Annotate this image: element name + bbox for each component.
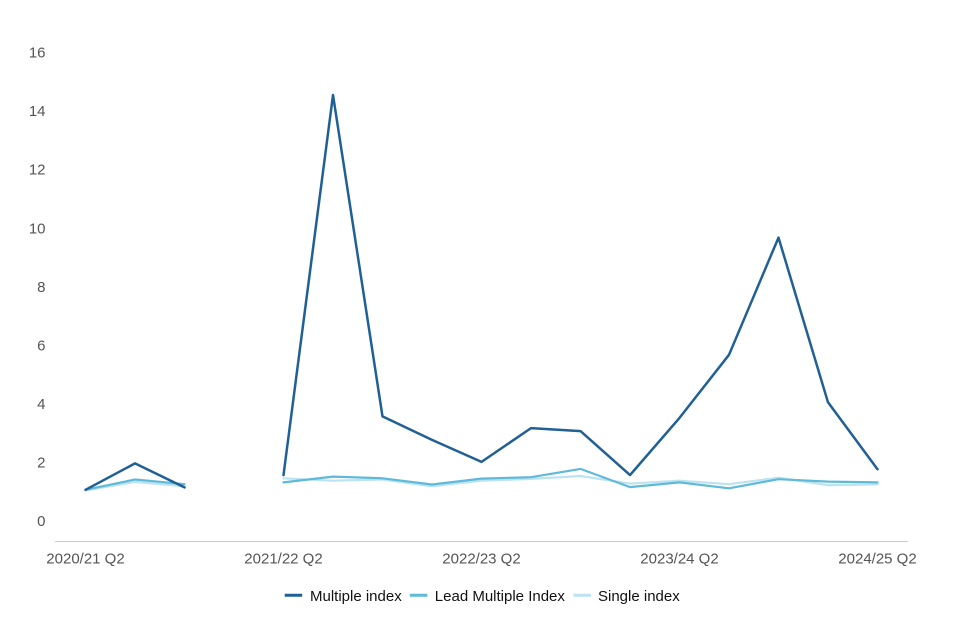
svg-text:Lead Multiple Index: Lead Multiple Index <box>435 588 566 605</box>
svg-text:2: 2 <box>37 455 45 472</box>
svg-text:8: 8 <box>37 279 45 296</box>
svg-text:2022/23 Q2: 2022/23 Q2 <box>442 551 520 568</box>
svg-text:2023/24 Q2: 2023/24 Q2 <box>640 551 718 568</box>
svg-text:6: 6 <box>37 337 45 354</box>
svg-text:2024/25 Q2: 2024/25 Q2 <box>838 551 916 568</box>
svg-text:10: 10 <box>29 220 46 237</box>
svg-text:4: 4 <box>37 396 45 413</box>
svg-text:16: 16 <box>29 45 46 62</box>
svg-text:Single index: Single index <box>598 588 680 605</box>
svg-text:Multiple index: Multiple index <box>310 588 402 605</box>
svg-text:0: 0 <box>37 513 45 530</box>
svg-text:14: 14 <box>29 103 46 120</box>
svg-text:2021/22 Q2: 2021/22 Q2 <box>244 551 322 568</box>
svg-text:12: 12 <box>29 162 46 179</box>
svg-text:2020/21 Q2: 2020/21 Q2 <box>46 551 124 568</box>
